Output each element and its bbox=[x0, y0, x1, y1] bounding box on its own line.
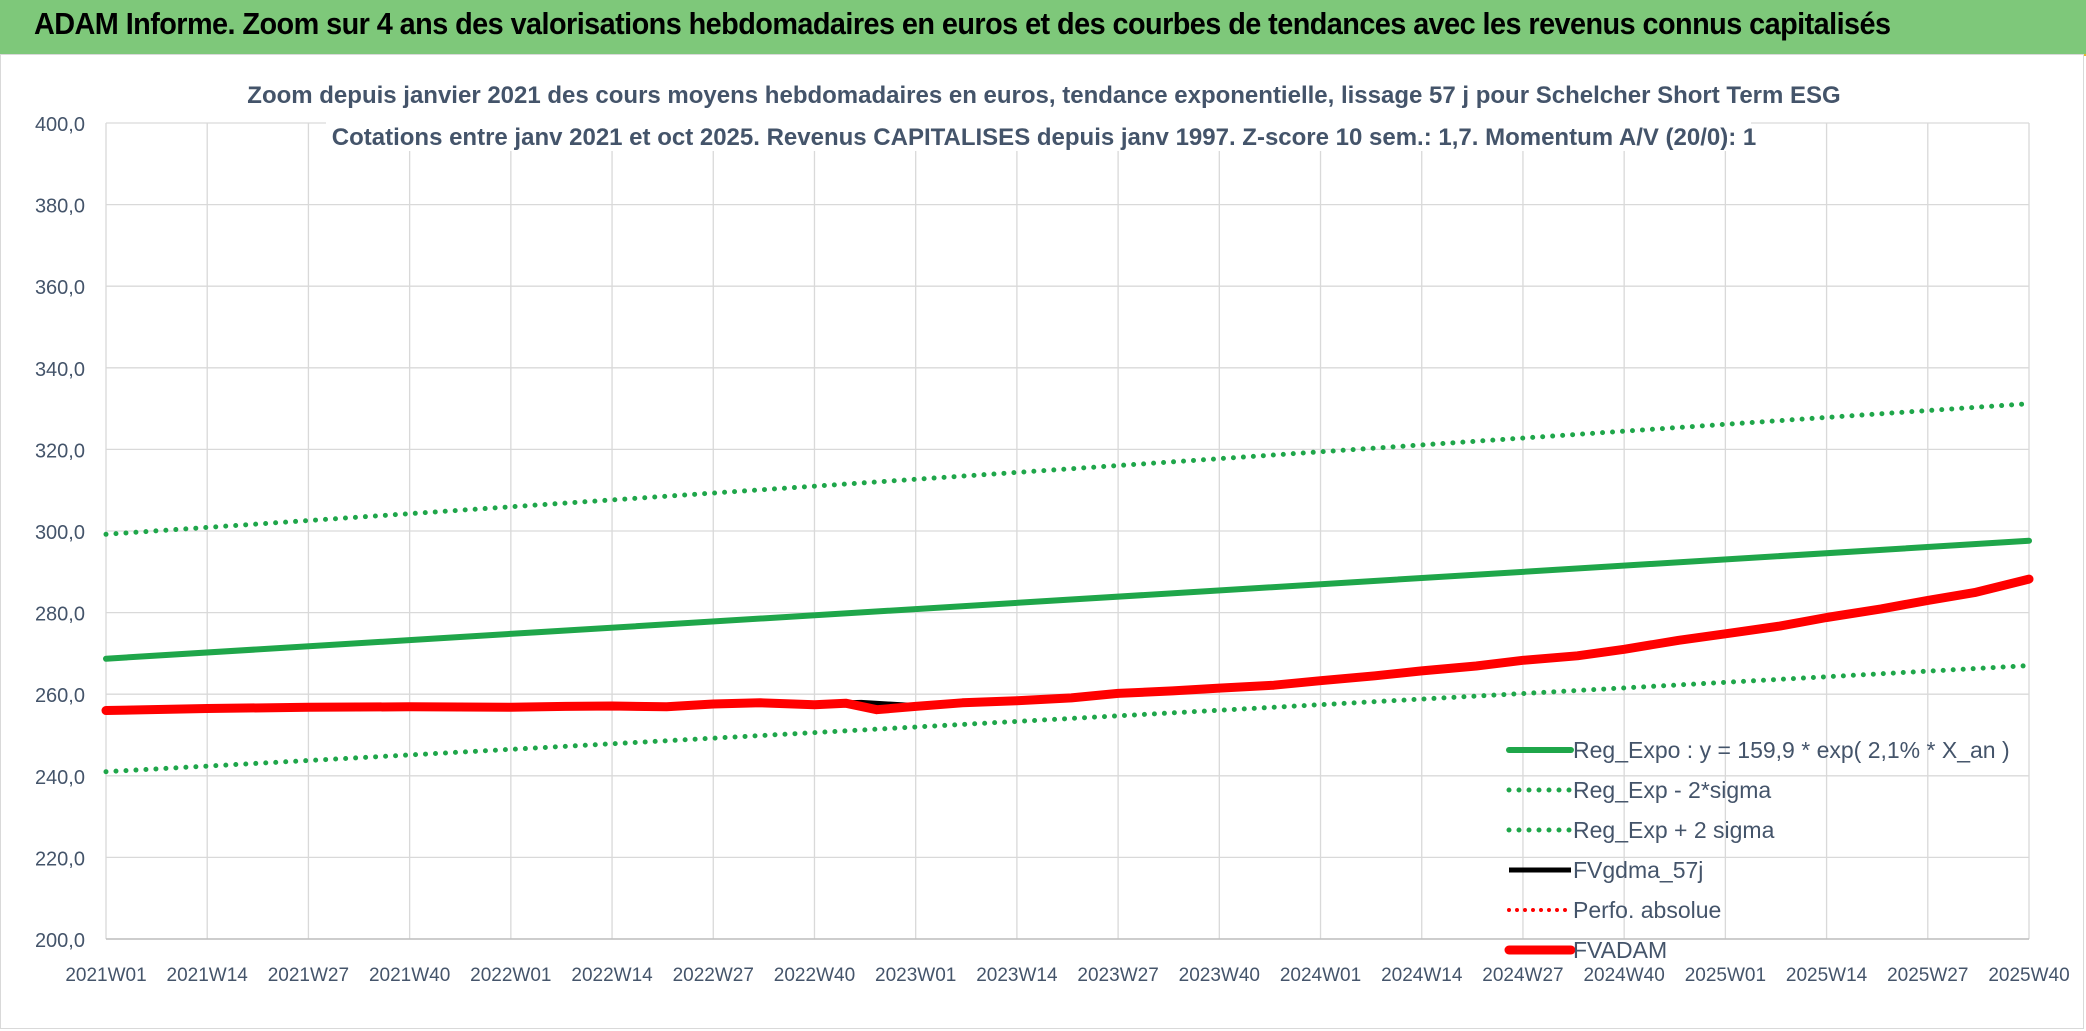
series-line-reg-exp-2-sigma bbox=[103, 663, 2032, 775]
x-tick-label: 2023W27 bbox=[1077, 965, 1158, 986]
y-tick-label: 360,0 bbox=[35, 277, 85, 299]
x-tick-label: 2021W01 bbox=[65, 965, 146, 986]
title-background bbox=[263, 77, 1823, 109]
series-line-reg-expo-y-159-9-exp-2-1-x-an bbox=[103, 537, 2032, 662]
legend-label: Reg_Exp - 2*sigma bbox=[1573, 777, 1771, 803]
y-tick-label: 280,0 bbox=[35, 604, 85, 626]
x-tick-label: 2021W14 bbox=[167, 965, 249, 986]
x-tick-label: 2023W14 bbox=[976, 965, 1058, 986]
legend-label: Perfo. absolue bbox=[1573, 897, 1721, 923]
series-line-reg-exp-2-sigma bbox=[103, 401, 2032, 537]
y-tick-label: 380,0 bbox=[35, 196, 85, 218]
legend-label: Reg_Expo : y = 159,9 * exp( 2,1% * X_an … bbox=[1573, 737, 2010, 763]
y-tick-label: 260,0 bbox=[35, 685, 85, 707]
subtitle-background bbox=[326, 119, 1751, 151]
axis-labels: 200,0 220,0 240,0 260,0 280,0 300,0 320,0 340,0… bbox=[35, 114, 2070, 986]
x-tick-label: 2021W27 bbox=[268, 965, 349, 986]
x-tick-label: 2023W01 bbox=[875, 965, 956, 986]
y-tick-label: 400,0 bbox=[35, 114, 85, 136]
x-tick-label: 2024W40 bbox=[1583, 965, 1664, 986]
x-tick-label: 2024W01 bbox=[1280, 965, 1361, 986]
line-chart: 200,0 220,0 240,0 260,0 280,0 300,0 320,0 340,0… bbox=[35, 77, 2070, 986]
series-lines bbox=[101, 401, 2034, 775]
y-tick-label: 240,0 bbox=[35, 767, 85, 789]
x-tick-label: 2022W01 bbox=[470, 965, 551, 986]
legend-label: FVADAM bbox=[1573, 937, 1667, 963]
x-tick-label: 2022W27 bbox=[673, 965, 754, 986]
chart-subtitle: Cotations entre janv 2021 et oct 2025. R… bbox=[332, 124, 1756, 151]
y-tick-label: 200,0 bbox=[35, 930, 85, 952]
x-tick-label: 2021W40 bbox=[369, 965, 450, 986]
y-tick-label: 320,0 bbox=[35, 440, 85, 462]
x-tick-label: 2025W40 bbox=[1988, 965, 2069, 986]
report-title: ADAM Informe. Zoom sur 4 ans des valoris… bbox=[34, 6, 1891, 41]
chart-frame: 200,0 220,0 240,0 260,0 280,0 300,0 320,0 340,0… bbox=[0, 54, 2084, 1029]
y-tick-label: 340,0 bbox=[35, 359, 85, 381]
legend-label: FVgdma_57j bbox=[1573, 857, 1703, 883]
y-tick-label: 300,0 bbox=[35, 522, 85, 544]
x-tick-label: 2025W01 bbox=[1685, 965, 1766, 986]
x-tick-label: 2023W40 bbox=[1179, 965, 1260, 986]
report-banner: ADAM Informe. Zoom sur 4 ans des valoris… bbox=[0, 0, 2086, 56]
x-tick-label: 2024W27 bbox=[1482, 965, 1563, 986]
chart-title: Zoom depuis janvier 2021 des cours moyen… bbox=[247, 82, 1840, 109]
x-tick-label: 2025W27 bbox=[1887, 965, 1968, 986]
x-tick-label: 2022W14 bbox=[571, 965, 653, 986]
x-tick-label: 2024W14 bbox=[1381, 965, 1463, 986]
x-tick-label: 2022W40 bbox=[774, 965, 855, 986]
series-line-fvadam bbox=[101, 574, 2034, 715]
chart-legend: Reg_Expo : y = 159,9 * exp( 2,1% * X_an … bbox=[1504, 737, 2010, 963]
x-tick-label: 2025W14 bbox=[1786, 965, 1868, 986]
legend-label: Reg_Exp + 2 sigma bbox=[1573, 817, 1775, 843]
y-tick-label: 220,0 bbox=[35, 848, 85, 870]
chart-titles: Zoom depuis janvier 2021 des cours moyen… bbox=[247, 77, 1841, 151]
